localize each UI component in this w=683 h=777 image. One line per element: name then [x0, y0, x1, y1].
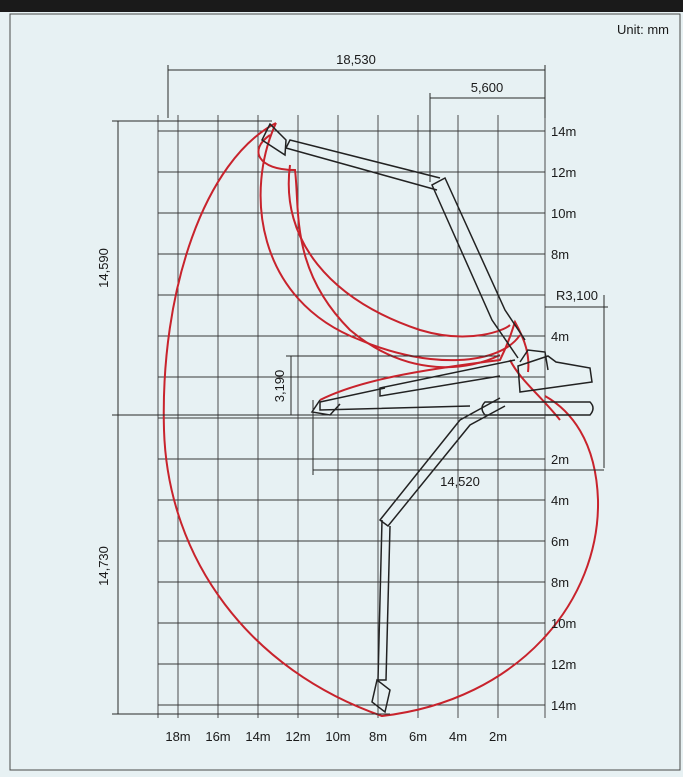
horizontal-arm	[319, 387, 471, 411]
right-axis-label: 10m	[551, 206, 576, 221]
right-axis-label: 2m	[551, 452, 569, 467]
bottom-axis-label: 6m	[409, 729, 427, 744]
right-axis-label: 6m	[551, 534, 569, 549]
dimension-lines	[112, 65, 608, 715]
horizontal-boom	[379, 359, 516, 397]
right-axis-label: 14m	[551, 698, 576, 713]
right-axis-label: 8m	[551, 247, 569, 262]
track-undercarriage	[481, 401, 594, 416]
digging-depth-envelope	[509, 359, 561, 421]
front-radius-label: 14,520	[440, 474, 480, 489]
bottom-axis-label: 10m	[325, 729, 350, 744]
tail-swing-label: R3,100	[556, 288, 598, 303]
raised-boom	[431, 176, 526, 359]
bottom-axis-label: 12m	[285, 729, 310, 744]
inner-envelope-1	[259, 122, 521, 362]
right-axis-label: 12m	[551, 165, 576, 180]
working-range-envelopes	[162, 122, 600, 718]
raised-arm	[284, 139, 441, 191]
upper-structure	[517, 355, 593, 393]
raised-bucket	[261, 122, 287, 157]
horizontal-bucket	[310, 399, 341, 416]
bottom-axis-label: 16m	[205, 729, 230, 744]
right-axis-label: 8m	[551, 575, 569, 590]
cab	[519, 349, 549, 371]
inner-envelope-2	[287, 164, 511, 338]
lowered-bucket	[371, 678, 391, 714]
bottom-axis-label: 8m	[369, 729, 387, 744]
max-height-label: 14,590	[96, 248, 111, 288]
max-reach-label: 18,530	[336, 52, 376, 67]
bottom-axis-label: 18m	[165, 729, 190, 744]
bottom-axis-label: 4m	[449, 729, 467, 744]
right-axis-label: 4m	[551, 493, 569, 508]
unit-label: Unit: mm	[617, 22, 669, 37]
right-axis-labels: 14m 12m 10m 8m 4m 2m 4m 6m 8m 10m 12m 14m	[551, 124, 576, 713]
right-axis-label: 12m	[551, 657, 576, 672]
boom-pin-height-label: 3,190	[272, 370, 287, 403]
lowered-boom	[378, 397, 506, 528]
max-depth-label: 14,730	[96, 546, 111, 586]
lowered-arm	[377, 519, 391, 681]
bottom-axis-labels: 18m 16m 14m 12m 10m 8m 6m 4m 2m	[165, 729, 507, 744]
grid	[157, 115, 546, 718]
diagram-frame	[9, 13, 681, 771]
excavator-outline	[261, 122, 594, 714]
right-axis-label: 10m	[551, 616, 576, 631]
bottom-axis-label: 14m	[245, 729, 270, 744]
header-strip	[0, 0, 683, 12]
ground-level-envelope	[319, 319, 530, 401]
bottom-axis-label: 2m	[489, 729, 507, 744]
right-axis-label: 4m	[551, 329, 569, 344]
top-offset-label: 5,600	[471, 80, 504, 95]
max-reach-envelope	[162, 122, 600, 718]
right-axis-label: 14m	[551, 124, 576, 139]
